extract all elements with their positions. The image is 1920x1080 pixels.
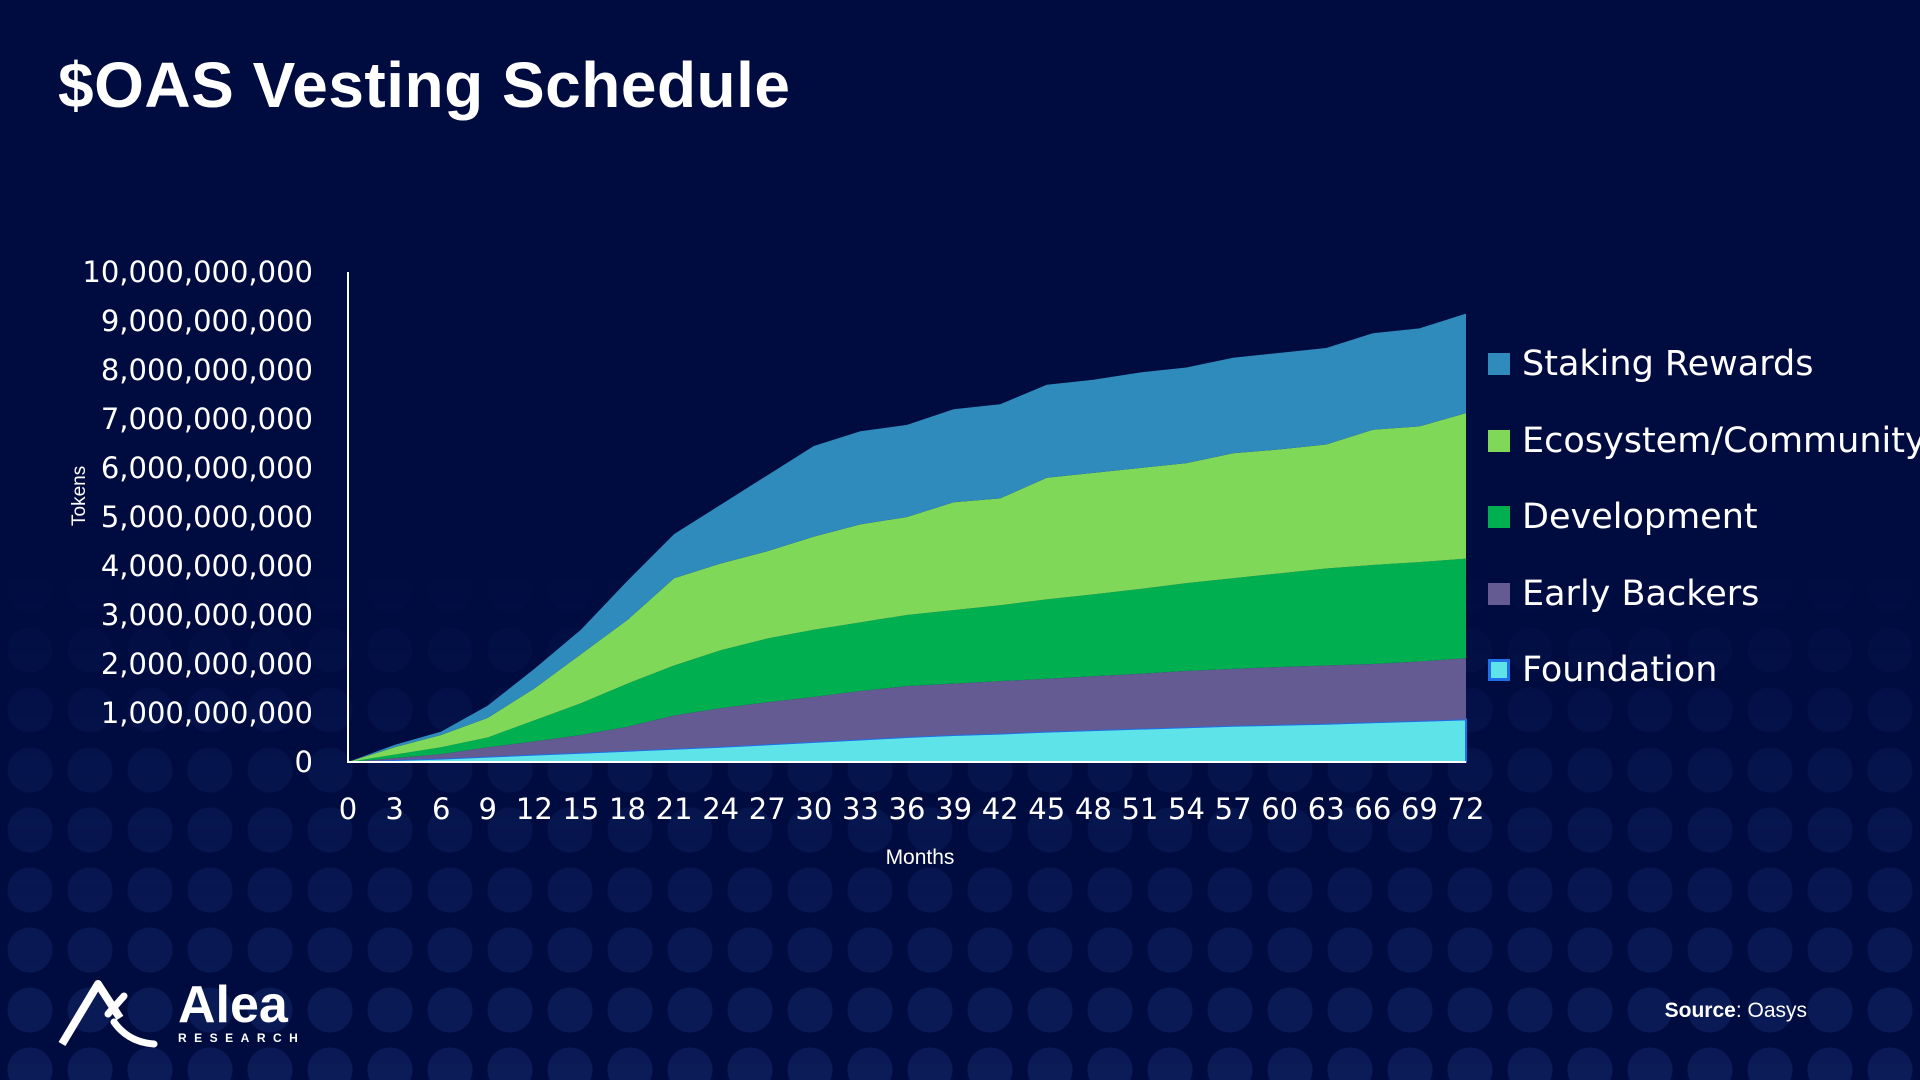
x-tick-label: 69 (1401, 792, 1438, 826)
x-tick-label: 27 (749, 792, 786, 826)
x-tick-label: 12 (516, 792, 553, 826)
alea-logo-icon (58, 980, 158, 1048)
y-tick-label: 0 (295, 745, 313, 779)
legend-item: Staking Rewards (1488, 326, 1920, 403)
x-tick-label: 36 (889, 792, 926, 826)
x-tick-label: 33 (842, 792, 879, 826)
legend-item: Ecosystem/Community (1488, 403, 1920, 480)
y-axis-label: Tokens (69, 465, 90, 526)
area-series-development (348, 558, 1466, 762)
x-tick-label: 6 (432, 792, 450, 826)
x-tick-label: 45 (1028, 792, 1065, 826)
y-tick-label: 1,000,000,000 (101, 696, 313, 730)
legend-label: Development (1522, 497, 1758, 538)
x-tick-label: 39 (935, 792, 972, 826)
x-tick-label: 24 (702, 792, 739, 826)
y-tick-label: 3,000,000,000 (101, 598, 313, 632)
legend-swatch (1488, 582, 1510, 605)
x-tick-label: 57 (1215, 792, 1252, 826)
x-tick-label: 72 (1448, 792, 1485, 826)
source-label: Source (1664, 999, 1736, 1022)
x-tick-label: 15 (562, 792, 599, 826)
source-note: Source: Oasys (1665, 999, 1807, 1023)
y-tick-label: 2,000,000,000 (101, 647, 313, 681)
page-title: $OAS Vesting Schedule (58, 49, 791, 121)
x-tick-label: 21 (656, 792, 693, 826)
legend-label: Foundation (1522, 650, 1718, 691)
y-tick-label: 4,000,000,000 (101, 549, 313, 583)
y-tick-label: 6,000,000,000 (101, 451, 313, 485)
logo-name: Alea (178, 976, 288, 1034)
x-tick-label: 51 (1121, 792, 1158, 826)
x-axis-label: Months (885, 846, 955, 869)
alea-research-logo: Alea RESEARCH (58, 978, 305, 1048)
legend-swatch (1488, 659, 1510, 682)
legend-label: Ecosystem/Community (1522, 420, 1920, 461)
legend-item: Foundation (1488, 632, 1920, 709)
x-tick-label: 9 (479, 792, 497, 826)
area-series-ecosystem-community (348, 413, 1466, 762)
y-tick-label: 8,000,000,000 (101, 353, 313, 387)
x-tick-label: 0 (339, 792, 357, 826)
area-series-early-backers (348, 658, 1466, 762)
legend-swatch (1488, 353, 1510, 376)
y-tick-label: 9,000,000,000 (101, 304, 313, 338)
x-tick-label: 3 (385, 792, 403, 826)
x-tick-label: 30 (795, 792, 832, 826)
x-tick-label: 42 (982, 792, 1019, 826)
x-tick-label: 60 (1261, 792, 1298, 826)
y-tick-label: 7,000,000,000 (101, 402, 313, 436)
legend-label: Early Backers (1522, 573, 1760, 614)
legend-item: Development (1488, 479, 1920, 556)
legend-label: Staking Rewards (1522, 344, 1814, 385)
legend-swatch (1488, 429, 1510, 452)
legend-swatch (1488, 506, 1510, 529)
area-series-staking-rewards (348, 313, 1466, 762)
x-tick-label: 48 (1075, 792, 1112, 826)
y-tick-label: 5,000,000,000 (101, 500, 313, 534)
x-tick-label: 18 (609, 792, 646, 826)
x-tick-label: 66 (1354, 792, 1391, 826)
chart-legend: Staking Rewards Ecosystem/Community Develo… (1488, 326, 1920, 709)
x-tick-label: 54 (1168, 792, 1205, 826)
y-tick-label: 10,000,000,000 (82, 255, 313, 289)
source-value: : Oasys (1735, 999, 1807, 1022)
legend-item: Early Backers (1488, 556, 1920, 633)
x-tick-label: 63 (1308, 792, 1345, 826)
logo-subtitle: RESEARCH (178, 1031, 306, 1045)
